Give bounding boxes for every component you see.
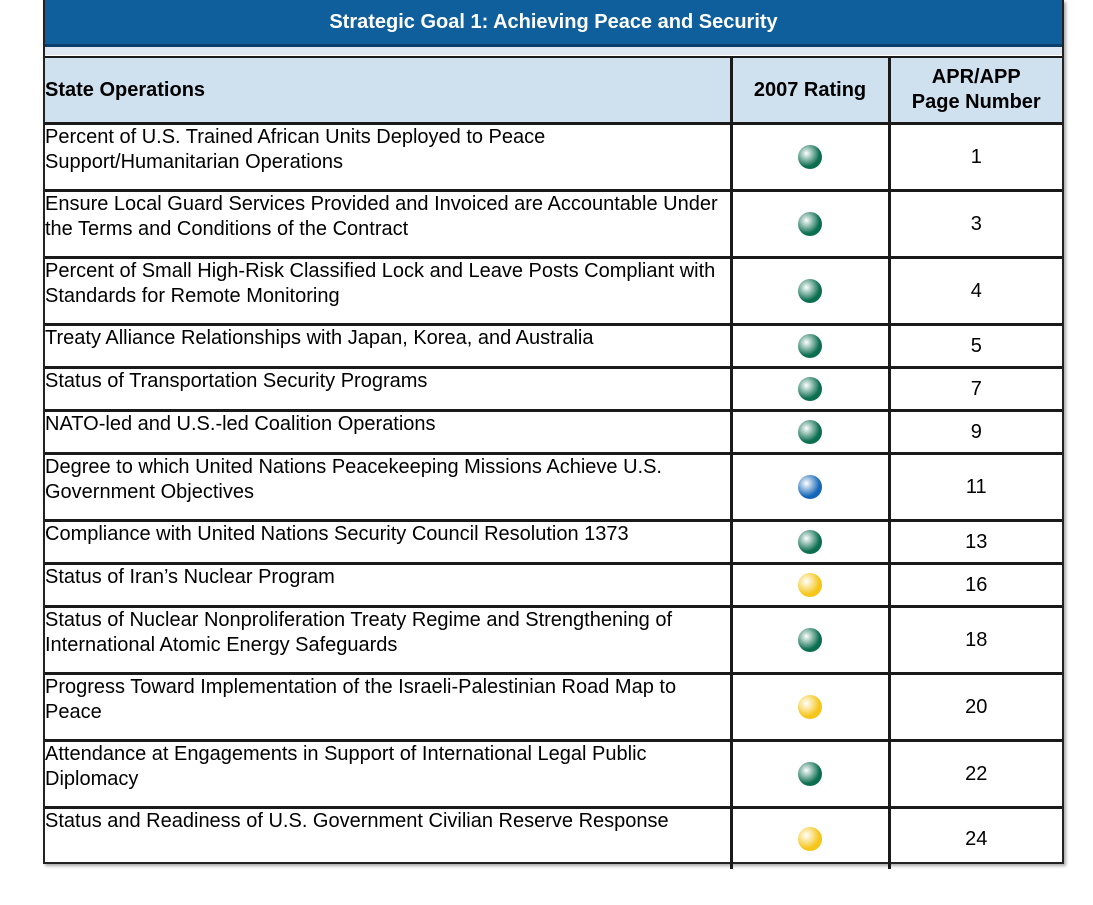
rating-green-dot-icon [798,212,822,236]
operation-cell: Percent of Small High-Risk Classified Lo… [45,256,733,325]
rating-cell [731,672,891,741]
page-number-cell: 20 [889,672,1062,741]
table-row: Compliance with United Nations Security … [45,519,1062,564]
rating-cell [731,806,891,869]
table-row: Status of Nuclear Nonproliferation Treat… [45,605,1062,674]
rating-blue-dot-icon [798,475,822,499]
operation-cell: Status of Nuclear Nonproliferation Treat… [45,605,733,674]
header-row: State Operations 2007 Rating APR/APP Pag… [45,56,1062,124]
title-divider [45,47,1062,55]
table-row: Progress Toward Implementation of the Is… [45,672,1062,741]
rating-cell [731,366,891,411]
table-row: Attendance at Engagements in Support of … [45,739,1062,808]
page-number-cell: 7 [889,366,1062,411]
operation-cell: Degree to which United Nations Peacekeep… [45,452,733,521]
page-number-cell: 22 [889,739,1062,808]
operation-cell: Compliance with United Nations Security … [45,519,733,564]
rating-green-dot-icon [798,279,822,303]
rating-cell [731,122,891,191]
rating-cell [731,562,891,607]
operation-cell: NATO-led and U.S.-led Coalition Operatio… [45,409,733,454]
rating-cell [731,519,891,564]
operations-table: State Operations 2007 Rating APR/APP Pag… [45,56,1062,869]
rating-green-dot-icon [798,530,822,554]
table-row: Status of Transportation Security Progra… [45,366,1062,411]
page-number-cell: 9 [889,409,1062,454]
page-number-cell: 5 [889,323,1062,368]
rating-yellow-dot-icon [798,827,822,851]
goal-table-frame: Strategic Goal 1: Achieving Peace and Se… [43,0,1064,869]
rating-cell [731,739,891,808]
column-header-operations: State Operations [45,56,733,124]
column-header-page-line2: Page Number [911,91,1041,113]
table-row: Status of Iran’s Nuclear Program 16 [45,562,1062,607]
rating-cell [731,323,891,368]
page-number-cell: 4 [889,256,1062,325]
page-number-cell: 24 [889,806,1062,869]
operation-cell: Attendance at Engagements in Support of … [45,739,733,808]
rating-green-dot-icon [798,628,822,652]
table-row: Degree to which United Nations Peacekeep… [45,452,1062,521]
rating-yellow-dot-icon [798,573,822,597]
page-number-cell: 1 [889,122,1062,191]
rating-cell [731,605,891,674]
rating-green-dot-icon [798,377,822,401]
table-body: Percent of U.S. Trained African Units De… [45,122,1062,869]
column-header-page-line1: APR/APP [931,66,1021,88]
page-number-cell: 16 [889,562,1062,607]
table-row: Percent of U.S. Trained African Units De… [45,122,1062,191]
page-number-cell: 3 [889,189,1062,258]
operation-cell: Percent of U.S. Trained African Units De… [45,122,733,191]
rating-cell [731,452,891,521]
rating-green-dot-icon [798,334,822,358]
operation-cell: Ensure Local Guard Services Provided and… [45,189,733,258]
rating-yellow-dot-icon [798,695,822,719]
table-row: Status and Readiness of U.S. Government … [45,806,1062,869]
operation-cell: Treaty Alliance Relationships with Japan… [45,323,733,368]
page-number-cell: 18 [889,605,1062,674]
table-row: Treaty Alliance Relationships with Japan… [45,323,1062,368]
operation-cell: Status of Iran’s Nuclear Program [45,562,733,607]
table-row: NATO-led and U.S.-led Coalition Operatio… [45,409,1062,454]
rating-green-dot-icon [798,420,822,444]
page-number-cell: 11 [889,452,1062,521]
rating-green-dot-icon [798,762,822,786]
operation-cell: Progress Toward Implementation of the Is… [45,672,733,741]
rating-cell [731,409,891,454]
rating-green-dot-icon [798,145,822,169]
table-row: Percent of Small High-Risk Classified Lo… [45,256,1062,325]
operation-cell: Status of Transportation Security Progra… [45,366,733,411]
column-header-rating: 2007 Rating [731,56,891,124]
rating-cell [731,256,891,325]
column-header-page: APR/APP Page Number [889,56,1062,124]
rating-cell [731,189,891,258]
table-row: Ensure Local Guard Services Provided and… [45,189,1062,258]
table-title: Strategic Goal 1: Achieving Peace and Se… [45,0,1062,47]
page-number-cell: 13 [889,519,1062,564]
operation-cell: Status and Readiness of U.S. Government … [45,806,733,869]
